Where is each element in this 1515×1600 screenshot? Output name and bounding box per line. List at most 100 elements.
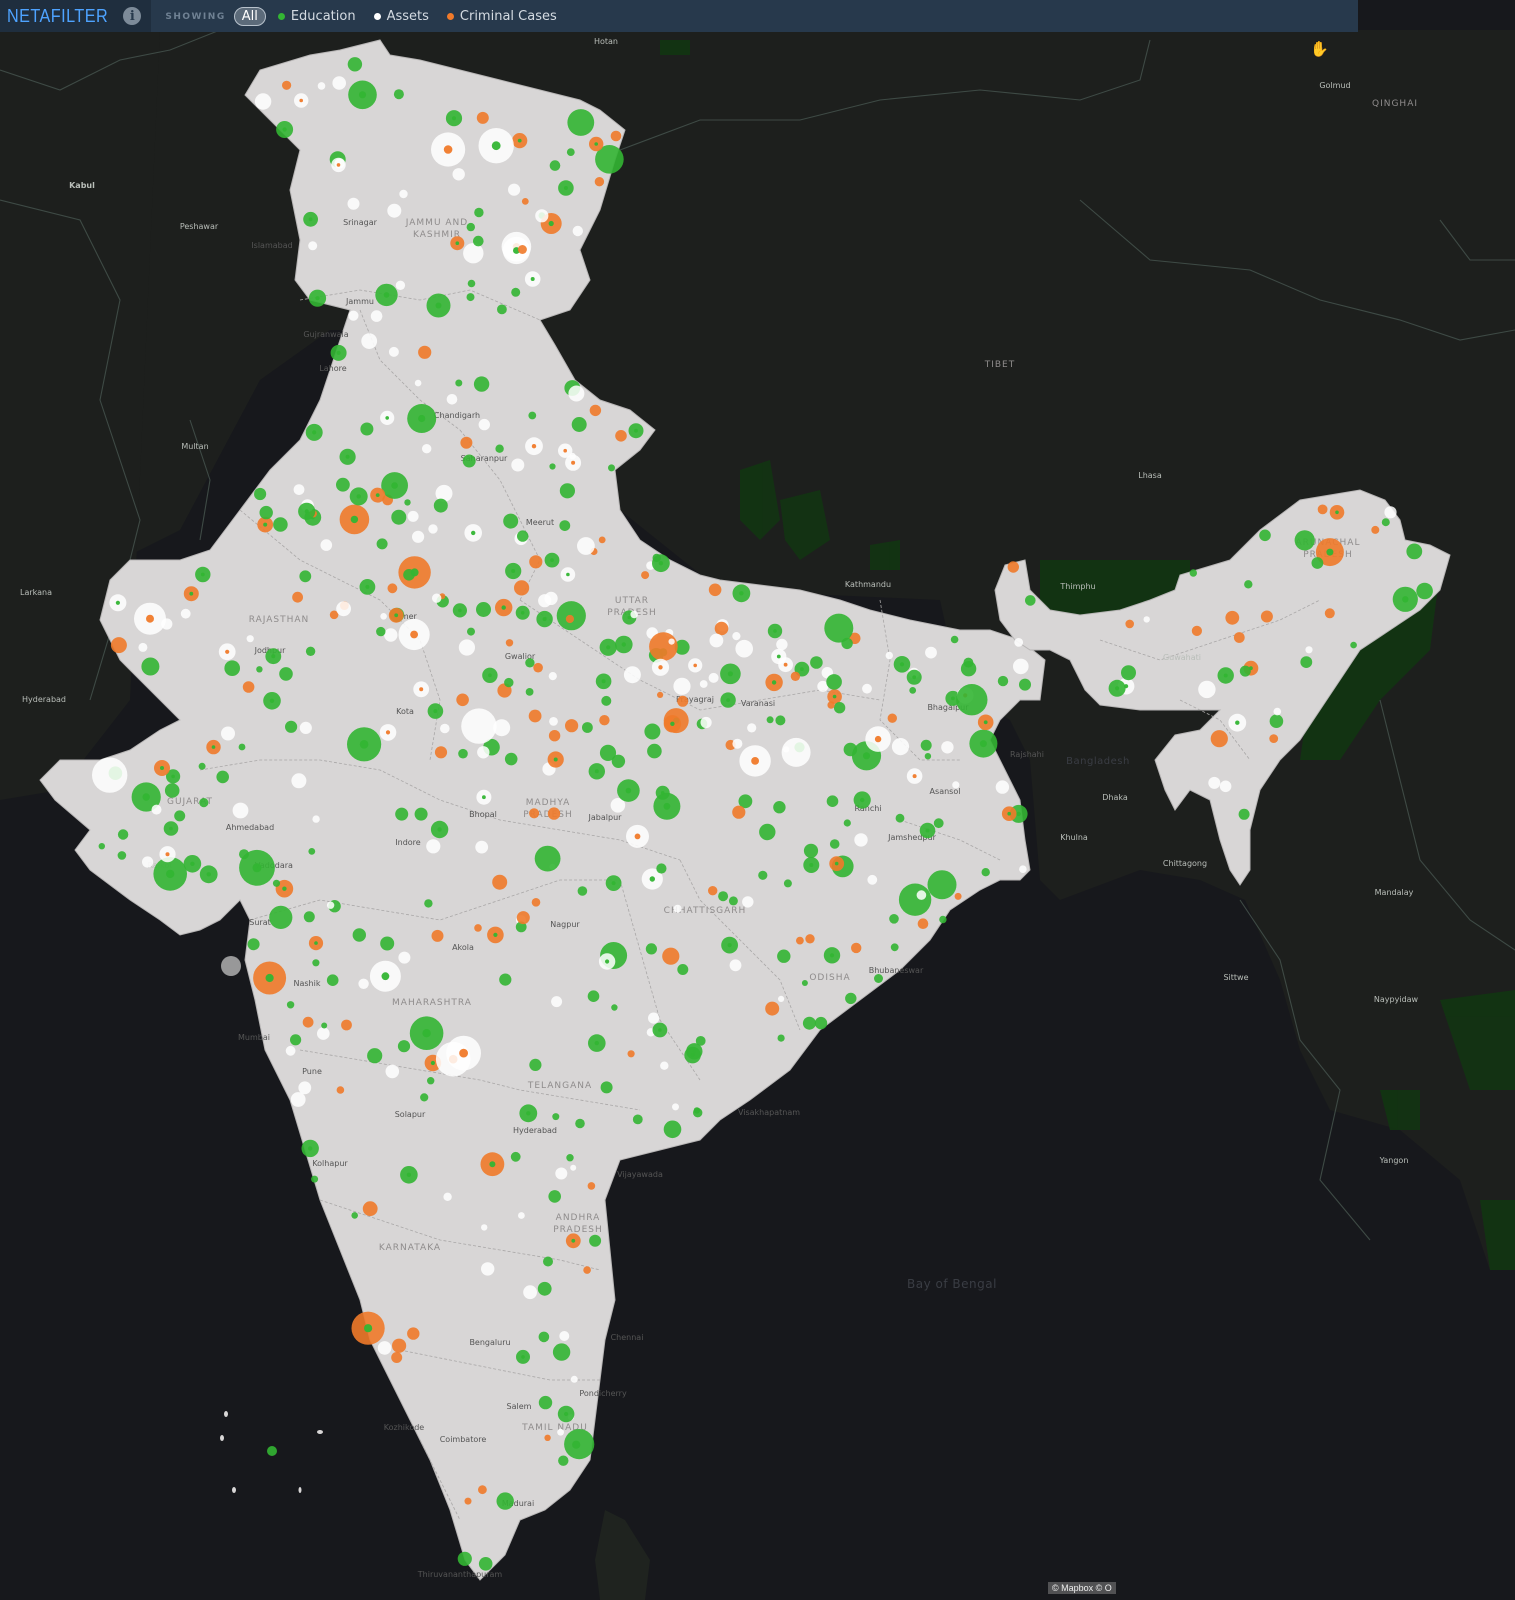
marker-education[interactable] <box>950 635 959 644</box>
marker-assets[interactable] <box>735 639 753 658</box>
marker-criminal[interactable] <box>732 805 746 819</box>
marker-education[interactable] <box>758 870 768 880</box>
marker-education[interactable] <box>376 538 388 550</box>
marker-education[interactable] <box>404 499 411 506</box>
marker-assets[interactable] <box>395 280 406 290</box>
marker-assets[interactable] <box>630 610 638 619</box>
marker-education[interactable] <box>956 684 988 716</box>
marker-assets[interactable] <box>623 666 641 684</box>
marker-center[interactable] <box>611 881 616 886</box>
marker-assets[interactable] <box>407 510 419 522</box>
marker-education[interactable] <box>503 513 519 529</box>
marker-assets[interactable] <box>557 1428 564 1436</box>
marker-education[interactable] <box>515 921 527 933</box>
marker-center[interactable] <box>314 941 318 945</box>
marker-education[interactable] <box>766 716 774 724</box>
marker-education[interactable] <box>299 570 312 583</box>
marker-center[interactable] <box>385 416 390 420</box>
marker-assets[interactable] <box>493 719 511 737</box>
marker-center[interactable] <box>621 642 626 647</box>
marker-criminal[interactable] <box>514 580 530 596</box>
marker-education[interactable] <box>611 754 626 768</box>
marker-education[interactable] <box>457 1551 472 1566</box>
marker-assets[interactable] <box>151 804 162 815</box>
filter-all-button[interactable]: All <box>233 6 266 26</box>
marker-education[interactable] <box>582 722 593 733</box>
marker-assets[interactable] <box>221 956 241 976</box>
marker-center[interactable] <box>563 186 568 190</box>
marker-criminal[interactable] <box>1007 561 1019 573</box>
marker-education[interactable] <box>552 1113 560 1121</box>
marker-education[interactable] <box>256 666 263 673</box>
marker-education[interactable] <box>504 677 514 688</box>
marker-assets[interactable] <box>452 168 465 181</box>
marker-assets[interactable] <box>952 781 960 789</box>
marker-education[interactable] <box>577 886 588 896</box>
marker-criminal[interactable] <box>476 111 489 124</box>
marker-center[interactable] <box>773 629 777 633</box>
marker-assets[interactable] <box>221 726 235 741</box>
marker-assets[interactable] <box>538 594 552 608</box>
marker-center[interactable] <box>115 600 120 605</box>
marker-assets[interactable] <box>577 537 595 555</box>
marker-center[interactable] <box>1402 596 1409 603</box>
marker-assets[interactable] <box>291 773 307 789</box>
marker-education[interactable] <box>537 1281 552 1296</box>
marker-center[interactable] <box>517 138 522 143</box>
marker-education[interactable] <box>510 1151 521 1162</box>
marker-assets[interactable] <box>422 444 432 454</box>
marker-education[interactable] <box>517 530 529 542</box>
marker-assets[interactable] <box>673 904 682 913</box>
marker-education[interactable] <box>272 879 281 887</box>
marker-education[interactable] <box>933 818 944 829</box>
marker-criminal[interactable] <box>657 691 664 699</box>
marker-education[interactable] <box>473 235 484 247</box>
marker-criminal[interactable] <box>1371 525 1380 534</box>
marker-center[interactable] <box>511 569 516 573</box>
marker-criminal[interactable] <box>431 929 444 942</box>
marker-criminal[interactable] <box>1317 504 1328 515</box>
marker-education[interactable] <box>728 896 738 906</box>
marker-assets[interactable] <box>312 815 320 823</box>
marker-education[interactable] <box>1350 641 1357 649</box>
marker-assets[interactable] <box>700 716 712 729</box>
marker-criminal[interactable] <box>329 610 339 620</box>
marker-education[interactable] <box>352 928 366 942</box>
marker-education[interactable] <box>599 744 617 762</box>
marker-education[interactable] <box>738 794 753 809</box>
marker-assets[interactable] <box>326 901 335 909</box>
marker-center[interactable] <box>364 1324 373 1333</box>
marker-criminal[interactable] <box>242 681 255 693</box>
marker-education[interactable] <box>1239 665 1251 677</box>
marker-education[interactable] <box>164 783 180 798</box>
marker-assets[interactable] <box>440 723 450 734</box>
marker-education[interactable] <box>1238 808 1250 820</box>
marker-education[interactable] <box>473 376 490 392</box>
marker-center[interactable] <box>690 1053 695 1058</box>
marker-center[interactable] <box>308 217 313 222</box>
marker-education[interactable] <box>895 813 905 823</box>
marker-center[interactable] <box>410 630 418 639</box>
marker-education[interactable] <box>311 1175 319 1183</box>
marker-education[interactable] <box>267 1446 277 1456</box>
marker-assets[interactable] <box>570 1164 577 1171</box>
marker-criminal[interactable] <box>1324 608 1335 619</box>
marker-education[interactable] <box>238 743 246 751</box>
marker-assets[interactable] <box>384 628 398 642</box>
marker-center[interactable] <box>488 673 492 678</box>
marker-center[interactable] <box>912 675 917 680</box>
marker-assets[interactable] <box>867 874 878 885</box>
marker-center[interactable] <box>1115 686 1120 691</box>
marker-center[interactable] <box>564 1411 569 1417</box>
marker-center[interactable] <box>566 572 570 577</box>
marker-center[interactable] <box>385 730 391 735</box>
marker-criminal[interactable] <box>805 934 815 944</box>
marker-assets[interactable] <box>1305 646 1313 654</box>
marker-center[interactable] <box>200 572 205 577</box>
marker-center[interactable] <box>406 1172 412 1178</box>
marker-center[interactable] <box>751 757 759 765</box>
marker-education[interactable] <box>566 1154 574 1162</box>
marker-education[interactable] <box>939 915 947 924</box>
marker-assets[interactable] <box>1208 776 1221 789</box>
